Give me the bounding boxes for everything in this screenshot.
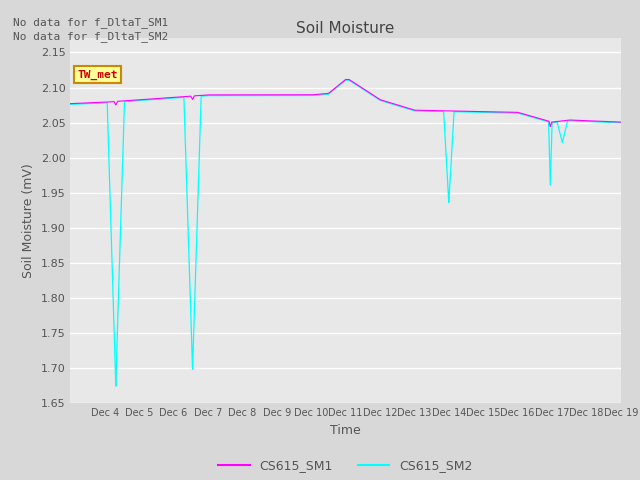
Y-axis label: Soil Moisture (mV): Soil Moisture (mV)	[22, 163, 35, 278]
Text: TW_met: TW_met	[77, 69, 118, 80]
Text: No data for f_DltaT_SM1: No data for f_DltaT_SM1	[13, 17, 168, 28]
Legend: CS615_SM1, CS615_SM2: CS615_SM1, CS615_SM2	[214, 454, 477, 477]
X-axis label: Time: Time	[330, 424, 361, 437]
Text: No data for f_DltaT_SM2: No data for f_DltaT_SM2	[13, 31, 168, 42]
Title: Soil Moisture: Soil Moisture	[296, 21, 395, 36]
